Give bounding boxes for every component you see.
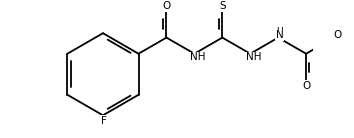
- Text: H: H: [276, 27, 283, 36]
- Text: NH: NH: [190, 52, 206, 62]
- Text: O: O: [302, 81, 310, 91]
- Text: N: N: [276, 30, 284, 40]
- Text: NH: NH: [246, 52, 262, 62]
- Text: O: O: [162, 1, 171, 11]
- Text: S: S: [219, 1, 225, 11]
- Text: F: F: [102, 116, 107, 126]
- Text: O: O: [333, 30, 342, 40]
